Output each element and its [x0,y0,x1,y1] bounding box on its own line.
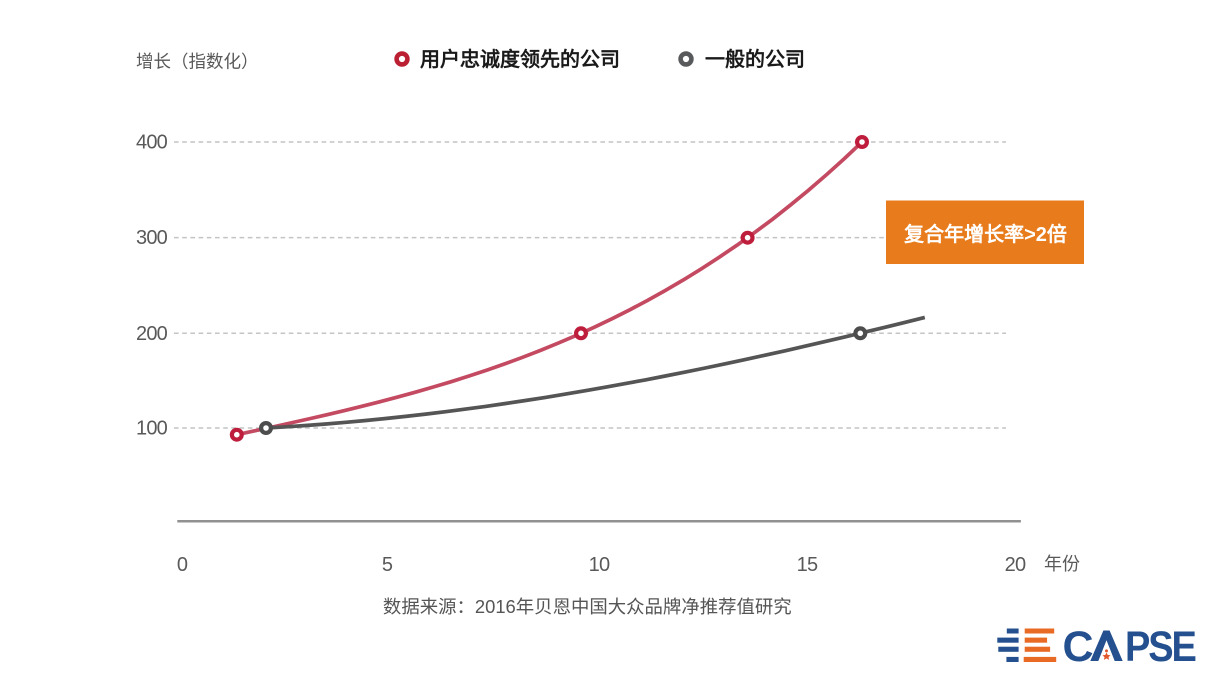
svg-text:0: 0 [177,554,188,576]
svg-text:PSE: PSE [1125,622,1196,671]
svg-text:20: 20 [1005,554,1026,576]
svg-text:100: 100 [136,418,168,440]
svg-text:15: 15 [797,554,818,576]
svg-text:年份: 年份 [1044,554,1080,574]
svg-text:400: 400 [136,132,168,154]
svg-text:一般的公司: 一般的公司 [705,47,805,71]
svg-text:数据来源：2016年贝恩中国大众品牌净推荐值研究: 数据来源：2016年贝恩中国大众品牌净推荐值研究 [383,596,792,617]
svg-text:C: C [1063,623,1094,671]
svg-text:增长（指数化）: 增长（指数化） [136,52,259,72]
svg-text:复合年增长率>2倍: 复合年增长率>2倍 [903,222,1067,246]
svg-text:用户忠诚度领先的公司: 用户忠诚度领先的公司 [420,47,620,71]
svg-text:5: 5 [382,554,393,576]
svg-text:200: 200 [136,323,168,345]
svg-text:10: 10 [589,554,610,576]
svg-text:300: 300 [136,227,168,249]
